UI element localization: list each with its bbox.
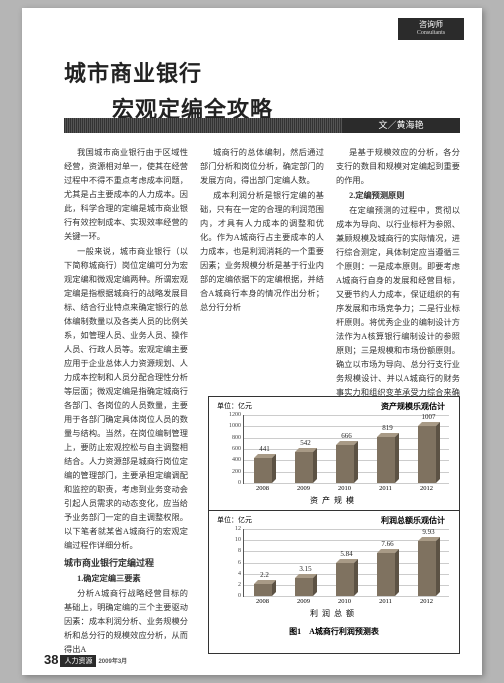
magazine-name: 人力资源 bbox=[60, 655, 96, 667]
chart-profit: 单位：亿元 利润总额乐观估计 0246810122.220083.1520095… bbox=[209, 510, 459, 623]
tab-en: Consultants bbox=[398, 29, 464, 38]
chart2-unit: 单位：亿元 bbox=[217, 515, 252, 525]
heading: 城市商业银行定编过程 bbox=[64, 556, 188, 570]
chart2-plot: 0246810122.220083.1520095.8420107.662011… bbox=[243, 529, 449, 597]
page-footer: 38人力资源2009年3月 bbox=[44, 652, 127, 667]
chart1-title: 资产规模乐观估计 bbox=[381, 401, 445, 412]
figure-caption: 图1 A城商行利润预测表 bbox=[209, 623, 459, 641]
figure-1: 单位：亿元 资产规模乐观估计 0200400600800100012004412… bbox=[208, 396, 460, 654]
subheading: 2.定编预测原则 bbox=[336, 189, 460, 203]
para: 成本利润分析是银行定编的基础，只有在一定的合理的利润范围内，才具有人力成本的调整… bbox=[200, 189, 324, 315]
chart1-axis-title: 资产规模 bbox=[209, 495, 459, 506]
chart2-title: 利润总额乐观估计 bbox=[381, 515, 445, 526]
para: 分析A城商行战略经营目标的基础上，明确定编的三个主要驱动因素：成本利润分析、业务… bbox=[64, 587, 188, 657]
tab-zh: 咨询师 bbox=[398, 20, 464, 29]
byline-bar: 文／黄海艳 bbox=[64, 118, 460, 133]
page-number: 38 bbox=[44, 652, 58, 667]
title-line1: 城市商业银行 bbox=[64, 56, 273, 88]
col-1: 我国城市商业银行由于区域性经营，资源相对单一，使其在经营过程中不得不重点考虑成本… bbox=[64, 146, 188, 658]
para: 一般来说，城市商业银行（以下简称城商行）岗位定编可分为宏观定编和微观定编两种。所… bbox=[64, 245, 188, 553]
issue-date: 2009年3月 bbox=[98, 659, 127, 665]
para: 在定编预测的过程中，贯彻以成本为导向、以行业标杆为参照、兼顾规模及城商行的实际情… bbox=[336, 204, 460, 414]
para: 是基于规模效应的分析，各分支行的数目和规模对定编起到重要的作用。 bbox=[336, 146, 460, 188]
byline-text: 文／黄海艳 bbox=[342, 118, 460, 133]
chart-asset-scale: 单位：亿元 资产规模乐观估计 0200400600800100012004412… bbox=[209, 397, 459, 510]
section-tab: 咨询师 Consultants bbox=[398, 18, 464, 40]
para: 城商行的总体编制，然后通过部门分析和岗位分析，确定部门的发展方向，得出部门定编人… bbox=[200, 146, 324, 188]
chart1-plot: 0200400600800100012004412008542200966620… bbox=[243, 415, 449, 484]
chart2-axis-title: 利润总额 bbox=[209, 608, 459, 619]
article-title: 城市商业银行 宏观定编全攻略 bbox=[64, 56, 273, 124]
para: 我国城市商业银行由于区域性经营，资源相对单一，使其在经营过程中不得不重点考虑成本… bbox=[64, 146, 188, 244]
chart1-unit: 单位：亿元 bbox=[217, 401, 252, 411]
page: 咨询师 Consultants 城市商业银行 宏观定编全攻略 文／黄海艳 我国城… bbox=[22, 8, 482, 675]
subheading: 1.确定定编三要素 bbox=[64, 572, 188, 586]
byline-pattern bbox=[64, 118, 342, 133]
